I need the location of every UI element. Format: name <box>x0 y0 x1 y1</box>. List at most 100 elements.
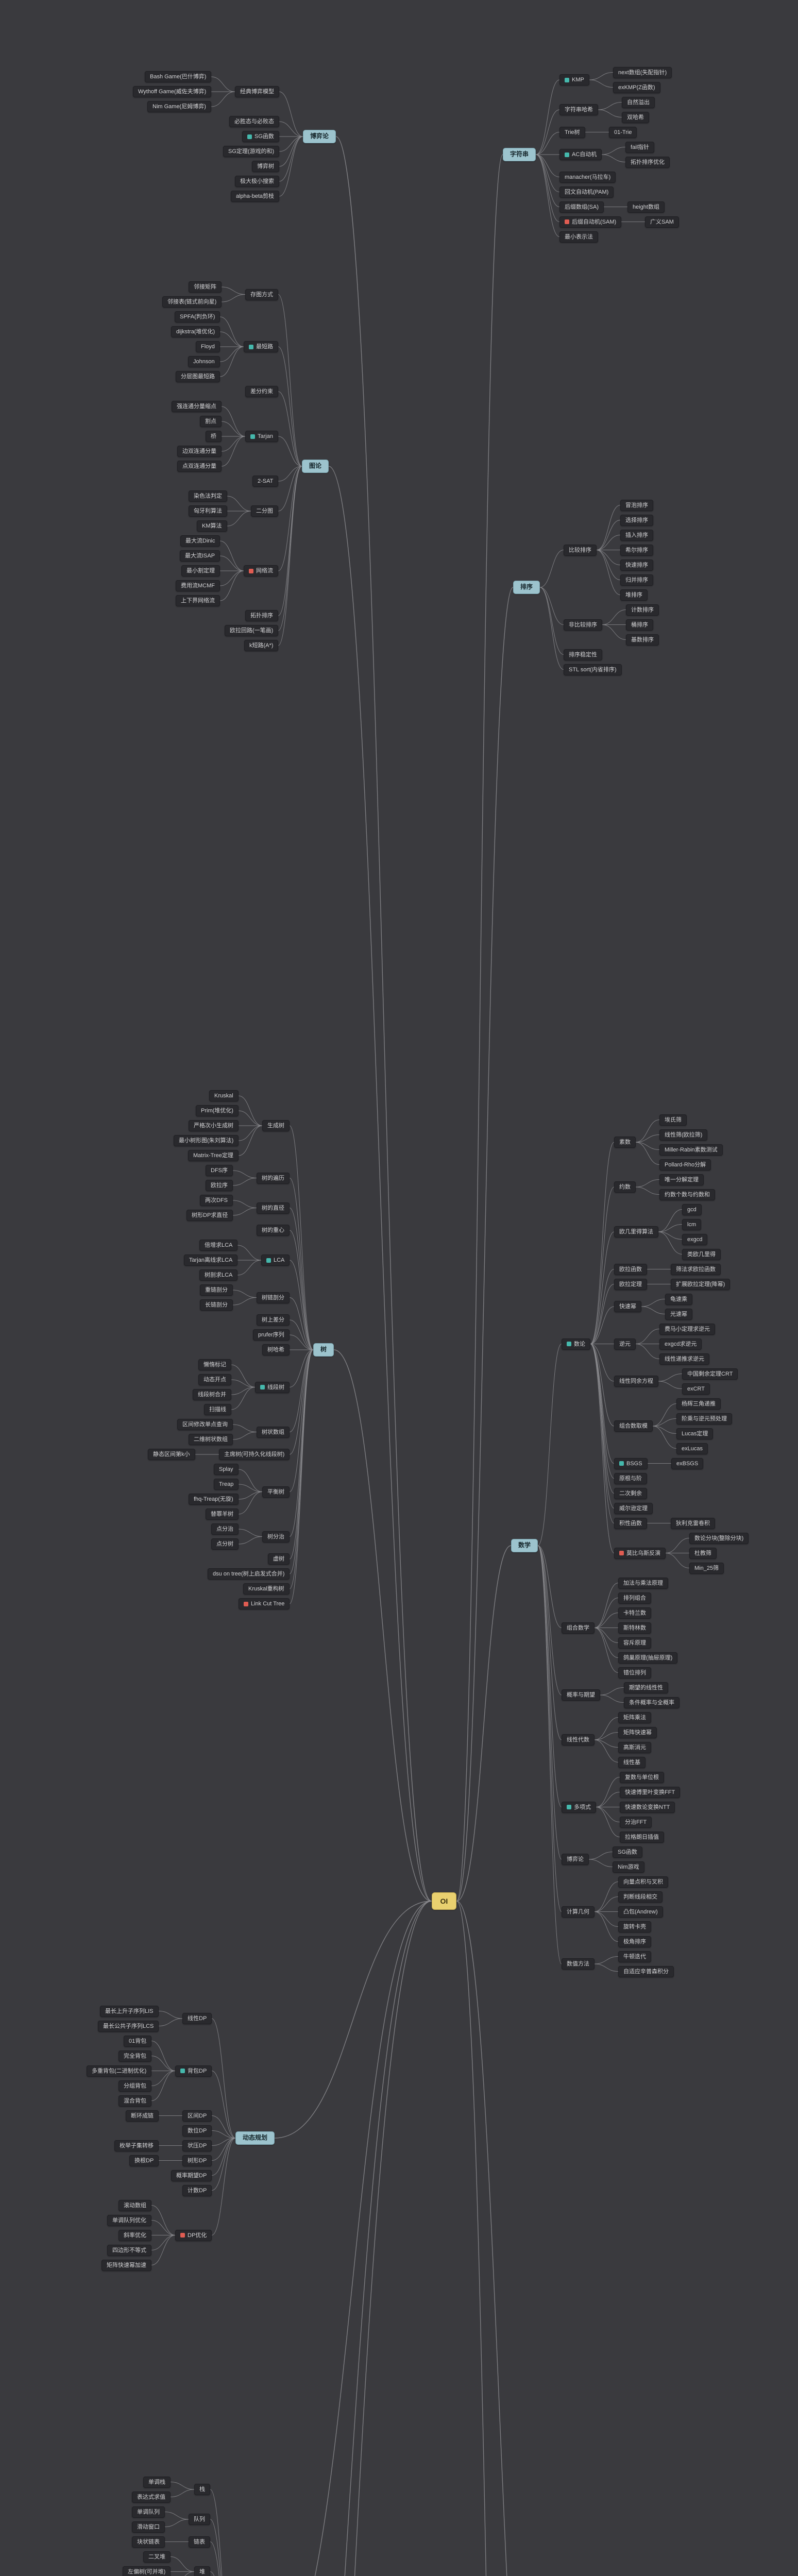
topic-node[interactable]: exCRT <box>682 1383 710 1395</box>
topic-node[interactable]: 比较排序 <box>564 544 597 556</box>
topic-node[interactable]: alpha-beta剪枝 <box>231 191 279 202</box>
topic-node[interactable]: 基数排序 <box>626 634 659 646</box>
topic-node[interactable]: Nim Game(尼姆博弈) <box>147 101 211 113</box>
topic-node[interactable]: Tarjan离线求LCA <box>184 1255 238 1266</box>
topic-node[interactable]: gcd <box>682 1204 702 1215</box>
topic-node[interactable]: 计数DP <box>182 2184 212 2196</box>
topic-node[interactable]: 旋转卡壳 <box>618 1921 651 1933</box>
topic-node[interactable]: 主席树(可持久化线段树) <box>219 1449 290 1461</box>
topic-node[interactable]: 生成树 <box>262 1120 290 1132</box>
topic-node[interactable]: 多重背包(二进制优化) <box>87 2065 152 2077</box>
topic-node[interactable]: SG函数 <box>242 131 279 143</box>
topic-node[interactable]: 自然溢出 <box>622 96 655 108</box>
topic-node[interactable]: 单调栈 <box>143 2476 171 2488</box>
topic-node[interactable]: Min_25筛 <box>689 1562 724 1574</box>
topic-node[interactable]: 数值方法 <box>562 1958 595 1970</box>
topic-node[interactable]: 希尔排序 <box>620 544 653 556</box>
topic-node[interactable]: 树分治 <box>262 1531 290 1543</box>
topic-node[interactable]: 斜率优化 <box>118 2229 151 2241</box>
topic-node[interactable]: 拓扑排序 <box>245 610 278 622</box>
topic-node[interactable]: 堆排序 <box>620 589 648 601</box>
topic-node[interactable]: 链表 <box>189 2536 210 2548</box>
topic-node[interactable]: 广义SAM <box>645 216 679 228</box>
topic-node[interactable]: 虚树 <box>268 1553 290 1565</box>
topic-node[interactable]: SG函数 <box>613 1846 642 1858</box>
topic-node[interactable]: dsu on tree(树上启发式合并) <box>208 1568 290 1580</box>
topic-node[interactable]: Trie树 <box>559 126 585 138</box>
topic-node[interactable]: 树形DP <box>182 2155 212 2166</box>
topic-node[interactable]: 倍增求LCA <box>199 1240 238 1251</box>
topic-node[interactable]: 树的直径 <box>257 1202 290 1214</box>
topic-node[interactable]: SPFA(判负环) <box>175 311 220 323</box>
topic-node[interactable]: 栈 <box>194 2484 210 2496</box>
topic-node[interactable]: Kruskal <box>209 1090 239 1102</box>
topic-node[interactable]: AC自动机 <box>559 149 602 161</box>
topic-node[interactable]: LCA <box>261 1255 290 1266</box>
topic-node[interactable]: 矩阵快速幂加速 <box>101 2259 151 2271</box>
topic-node[interactable]: 二叉堆 <box>143 2551 171 2563</box>
topic-node[interactable]: 字符串哈希 <box>559 104 598 116</box>
topic-node[interactable]: next数组(失配指针) <box>613 66 672 78</box>
topic-node[interactable]: 左偏树(可并堆) <box>123 2566 171 2576</box>
topic-node[interactable]: 拓扑排序优化 <box>625 156 670 168</box>
topic-node[interactable]: 匈牙利算法 <box>189 505 227 517</box>
topic-node[interactable]: 威尔逊定理 <box>614 1502 653 1514</box>
topic-node[interactable]: 条件概率与全概率 <box>624 1697 680 1708</box>
topic-node[interactable]: 选择排序 <box>620 514 653 526</box>
topic-node[interactable]: 卡特兰数 <box>618 1607 651 1619</box>
topic-node[interactable]: 割点 <box>200 416 222 428</box>
topic-node[interactable]: 概率期望DP <box>171 2170 212 2181</box>
topic-node[interactable]: 背包DP <box>175 2065 212 2077</box>
topic-node[interactable]: 埃氏筛 <box>659 1114 687 1126</box>
topic-node[interactable]: 排列组合 <box>618 1592 651 1604</box>
topic-node[interactable]: Treap <box>214 1479 239 1490</box>
topic-node[interactable]: 回文自动机(PAM) <box>559 186 614 198</box>
topic-node[interactable]: 后缀自动机(SAM) <box>559 216 622 228</box>
topic-node[interactable]: 树的重心 <box>257 1225 290 1236</box>
topic-node[interactable]: 费马小定理求逆元 <box>659 1323 715 1335</box>
topic-node[interactable]: 博弈论 <box>562 1854 589 1866</box>
topic-node[interactable]: 区间DP <box>182 2110 212 2122</box>
topic-node[interactable]: k短路(A*) <box>244 640 279 652</box>
topic-node[interactable]: 完全背包 <box>118 2050 151 2062</box>
topic-node[interactable]: 最长公共子序列LCS <box>98 2020 159 2032</box>
topic-node[interactable]: 计数排序 <box>626 604 659 616</box>
topic-node[interactable]: 线性基 <box>618 1756 646 1768</box>
topic-node[interactable]: STL sort(内省排序) <box>564 664 622 675</box>
topic-node[interactable]: 线性同余方程 <box>614 1376 658 1387</box>
topic-node[interactable]: 扩展欧拉定理(降幂) <box>671 1278 731 1290</box>
topic-node[interactable]: 莫比乌斯反演 <box>614 1547 666 1559</box>
topic-node[interactable]: 二次剩余 <box>614 1487 647 1499</box>
topic-node[interactable]: 快速数论变换NTT <box>620 1801 675 1813</box>
branch-graph-theory[interactable]: 图论 <box>302 460 329 473</box>
topic-node[interactable]: 快速幂 <box>614 1301 641 1313</box>
topic-node[interactable]: 最短路 <box>244 341 278 353</box>
topic-node[interactable]: Wythoff Game(威佐夫博弈) <box>133 86 212 98</box>
topic-node[interactable]: 欧拉定理 <box>614 1278 647 1290</box>
topic-node[interactable]: 上下界网络流 <box>176 595 220 607</box>
topic-node[interactable]: 约数 <box>614 1181 636 1193</box>
topic-node[interactable]: 错位排列 <box>618 1667 651 1679</box>
topic-node[interactable]: 积性函数 <box>614 1517 647 1529</box>
topic-node[interactable]: 树链剖分 <box>257 1292 290 1303</box>
topic-node[interactable]: 点分树 <box>211 1538 239 1550</box>
topic-node[interactable]: 分治FFT <box>620 1816 652 1828</box>
topic-node[interactable]: 中国剩余定理CRT <box>682 1368 738 1380</box>
topic-node[interactable]: 状压DP <box>182 2140 212 2151</box>
topic-node[interactable]: 杨辉三角递推 <box>676 1398 721 1410</box>
topic-node[interactable]: 二分图 <box>251 505 278 517</box>
topic-node[interactable]: 树的遍历 <box>257 1172 290 1184</box>
topic-node[interactable]: DFS序 <box>206 1165 233 1177</box>
topic-node[interactable]: 冒泡排序 <box>620 499 653 511</box>
topic-node[interactable]: exLucas <box>676 1443 708 1454</box>
topic-node[interactable]: Splay <box>214 1464 239 1476</box>
topic-node[interactable]: 极大极小搜索 <box>235 176 279 188</box>
topic-node[interactable]: 邻接矩阵 <box>189 281 222 293</box>
topic-node[interactable]: 双哈希 <box>622 111 649 123</box>
topic-node[interactable]: 线性筛(欧拉筛) <box>659 1129 708 1141</box>
root-node[interactable]: OI <box>431 1892 457 1910</box>
topic-node[interactable]: 自适应辛普森积分 <box>618 1965 674 1977</box>
topic-node[interactable]: fhq-Treap(无旋) <box>189 1494 239 1505</box>
topic-node[interactable]: 线性DP <box>182 2013 212 2025</box>
topic-node[interactable]: 排序稳定性 <box>564 649 602 660</box>
